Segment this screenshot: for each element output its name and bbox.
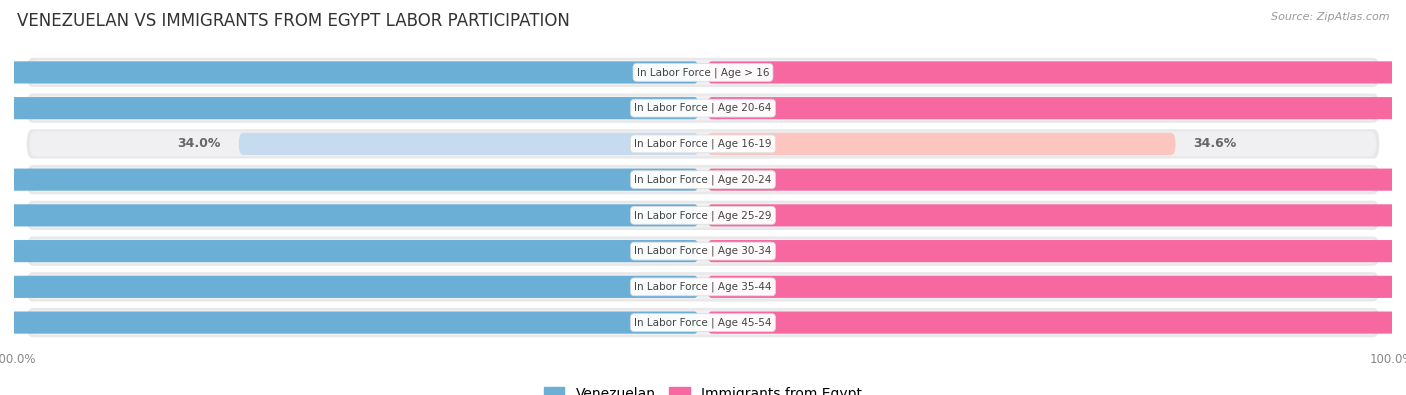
FancyBboxPatch shape — [707, 61, 1406, 83]
FancyBboxPatch shape — [27, 308, 1379, 337]
FancyBboxPatch shape — [0, 97, 699, 119]
Text: In Labor Force | Age 25-29: In Labor Force | Age 25-29 — [634, 210, 772, 221]
FancyBboxPatch shape — [30, 60, 1376, 85]
Text: In Labor Force | Age 20-24: In Labor Force | Age 20-24 — [634, 174, 772, 185]
FancyBboxPatch shape — [707, 276, 1406, 298]
FancyBboxPatch shape — [0, 276, 699, 298]
Text: In Labor Force | Age 45-54: In Labor Force | Age 45-54 — [634, 317, 772, 328]
Text: In Labor Force | Age > 16: In Labor Force | Age > 16 — [637, 67, 769, 78]
Text: VENEZUELAN VS IMMIGRANTS FROM EGYPT LABOR PARTICIPATION: VENEZUELAN VS IMMIGRANTS FROM EGYPT LABO… — [17, 12, 569, 30]
FancyBboxPatch shape — [707, 204, 1406, 226]
FancyBboxPatch shape — [0, 240, 699, 262]
FancyBboxPatch shape — [707, 97, 1406, 119]
FancyBboxPatch shape — [30, 203, 1376, 228]
FancyBboxPatch shape — [30, 167, 1376, 192]
Text: In Labor Force | Age 35-44: In Labor Force | Age 35-44 — [634, 282, 772, 292]
FancyBboxPatch shape — [27, 272, 1379, 301]
FancyBboxPatch shape — [27, 58, 1379, 87]
FancyBboxPatch shape — [30, 310, 1376, 335]
Text: 34.0%: 34.0% — [177, 137, 221, 150]
FancyBboxPatch shape — [0, 169, 699, 191]
FancyBboxPatch shape — [27, 129, 1379, 158]
Legend: Venezuelan, Immigrants from Egypt: Venezuelan, Immigrants from Egypt — [538, 382, 868, 395]
Text: In Labor Force | Age 30-34: In Labor Force | Age 30-34 — [634, 246, 772, 256]
FancyBboxPatch shape — [0, 61, 699, 83]
FancyBboxPatch shape — [27, 201, 1379, 230]
FancyBboxPatch shape — [707, 169, 1406, 191]
FancyBboxPatch shape — [30, 96, 1376, 120]
FancyBboxPatch shape — [707, 133, 1175, 155]
Text: 34.6%: 34.6% — [1194, 137, 1237, 150]
FancyBboxPatch shape — [0, 204, 699, 226]
FancyBboxPatch shape — [30, 275, 1376, 299]
FancyBboxPatch shape — [27, 94, 1379, 123]
Text: In Labor Force | Age 20-64: In Labor Force | Age 20-64 — [634, 103, 772, 113]
FancyBboxPatch shape — [27, 237, 1379, 266]
Text: Source: ZipAtlas.com: Source: ZipAtlas.com — [1271, 12, 1389, 22]
FancyBboxPatch shape — [30, 132, 1376, 156]
FancyBboxPatch shape — [27, 165, 1379, 194]
FancyBboxPatch shape — [707, 240, 1406, 262]
FancyBboxPatch shape — [707, 312, 1406, 334]
FancyBboxPatch shape — [30, 239, 1376, 263]
Text: In Labor Force | Age 16-19: In Labor Force | Age 16-19 — [634, 139, 772, 149]
FancyBboxPatch shape — [0, 312, 699, 334]
FancyBboxPatch shape — [239, 133, 699, 155]
